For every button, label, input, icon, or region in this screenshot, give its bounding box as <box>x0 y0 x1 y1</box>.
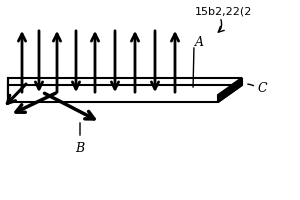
Text: C: C <box>258 82 268 95</box>
Text: B: B <box>75 142 85 155</box>
Text: 15b2,22(2: 15b2,22(2 <box>195 7 252 17</box>
Polygon shape <box>218 78 242 102</box>
Text: A: A <box>195 36 204 48</box>
Polygon shape <box>8 78 242 95</box>
Polygon shape <box>8 85 242 102</box>
